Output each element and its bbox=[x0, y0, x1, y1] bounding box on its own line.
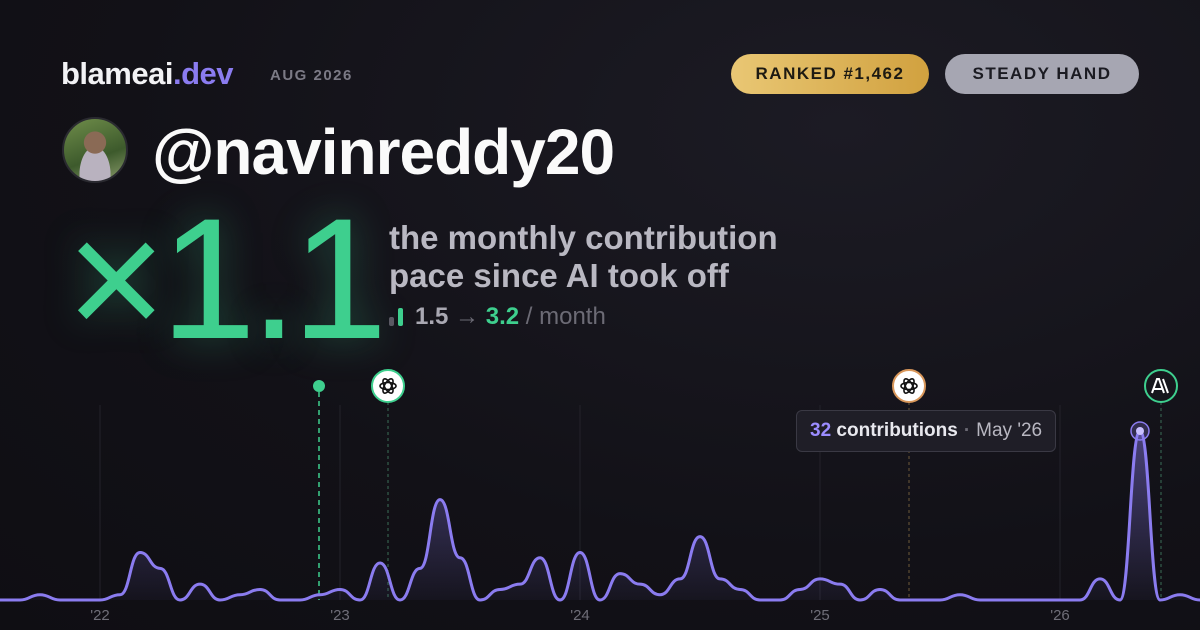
brand: blameai.dev bbox=[61, 56, 233, 92]
openai-icon bbox=[892, 369, 926, 403]
tooltip-date: May '26 bbox=[976, 420, 1043, 441]
tooltip: 32 contributions · May '26 bbox=[796, 410, 1057, 452]
tooltip-separator: · bbox=[963, 420, 971, 441]
avatar bbox=[62, 117, 128, 183]
peak-dot bbox=[1136, 427, 1144, 435]
period: AUG 2026 bbox=[270, 67, 353, 84]
rank-badge: RANKED #1,462 bbox=[731, 54, 929, 94]
event-dot bbox=[313, 380, 325, 392]
arrow: → bbox=[455, 303, 480, 330]
pace-before: 1.5 bbox=[415, 303, 449, 330]
multiplier: ×1.1 bbox=[66, 183, 388, 375]
area-line bbox=[0, 429, 1200, 602]
unit: / month bbox=[525, 303, 606, 330]
x-tick-label: '23 bbox=[330, 607, 350, 624]
tooltip-label: contributions bbox=[836, 420, 958, 441]
caption: pace since AI took off bbox=[389, 257, 729, 294]
tooltip-value: 32 bbox=[810, 420, 832, 441]
pace: 1.5 → 3.2 / month bbox=[389, 303, 606, 331]
bar-icon bbox=[389, 317, 394, 326]
x-tick-label: '25 bbox=[810, 607, 830, 624]
bar-icon bbox=[398, 308, 403, 326]
openai-icon bbox=[371, 369, 405, 403]
pace-after: 3.2 bbox=[485, 303, 520, 330]
style-badge: STEADY HAND bbox=[945, 54, 1139, 94]
brand-name: blameai bbox=[61, 56, 173, 91]
anthropic-icon bbox=[1144, 369, 1178, 403]
x-tick-label: '24 bbox=[570, 607, 590, 624]
x-tick-label: '26 bbox=[1050, 607, 1070, 624]
username: @navinreddy20 bbox=[152, 116, 615, 188]
x-tick-label: '22 bbox=[90, 607, 110, 624]
brand-tld: .dev bbox=[172, 56, 234, 91]
area-fill bbox=[0, 431, 1200, 600]
caption: the monthly contribution bbox=[389, 219, 778, 256]
